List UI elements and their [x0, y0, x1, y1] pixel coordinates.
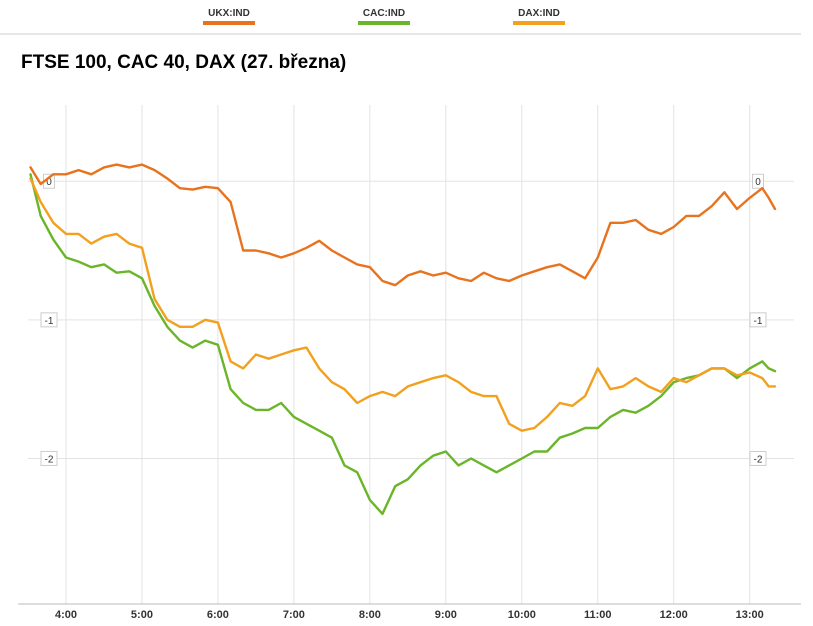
y-tick-label-left-0: 0	[46, 177, 52, 188]
legend-swatch-2	[513, 21, 565, 25]
series-line-ukx	[29, 163, 777, 287]
x-tick-label-5: 9:00	[435, 609, 457, 621]
y-tick-labels: 0 0 -1 -1 -2 -2	[40, 173, 767, 466]
series-line-cac	[29, 173, 777, 516]
chart-title: FTSE 100, CAC 40, DAX (27. března)	[21, 52, 346, 73]
legend: UKX:IND CAC:IND DAX:IND	[203, 8, 565, 25]
gridlines	[18, 105, 801, 605]
y-tick-label-right-2: -2	[754, 454, 763, 465]
y-tick-box-right-1	[749, 312, 767, 328]
x-tick-label-8: 12:00	[660, 609, 688, 621]
y-tick-box-right-0	[752, 173, 764, 189]
y-tick-box-right-2	[749, 450, 767, 466]
x-tick-label-9: 13:00	[736, 609, 764, 621]
x-tick-label-2: 6:00	[207, 609, 229, 621]
series-lines	[29, 163, 777, 516]
series-line-dax	[29, 177, 777, 432]
y-tick-box-left-2	[40, 450, 58, 466]
legend-label-0: UKX:IND	[208, 8, 250, 19]
x-tick-labels: 4:00 5:00 6:00 7:00 8:00 9:00 10:00 11:00 12:00 1…	[55, 609, 764, 621]
y-tick-label-left-2: -2	[45, 454, 54, 465]
legend-swatch-1	[358, 21, 410, 25]
y-tick-label-right-1: -1	[754, 316, 763, 327]
legend-label-2: DAX:IND	[518, 8, 560, 19]
legend-label-1: CAC:IND	[363, 8, 405, 19]
x-tick-label-1: 5:00	[131, 609, 153, 621]
x-tick-label-4: 8:00	[359, 609, 381, 621]
y-tick-label-right-0: 0	[755, 177, 761, 188]
legend-swatch-0	[203, 21, 255, 25]
x-tick-label-3: 7:00	[283, 609, 305, 621]
x-tick-label-6: 10:00	[508, 609, 536, 621]
y-tick-label-left-1: -1	[45, 316, 54, 327]
x-tick-label-7: 11:00	[584, 609, 612, 621]
x-tick-label-0: 4:00	[55, 609, 77, 621]
y-tick-box-left-1	[40, 312, 58, 328]
